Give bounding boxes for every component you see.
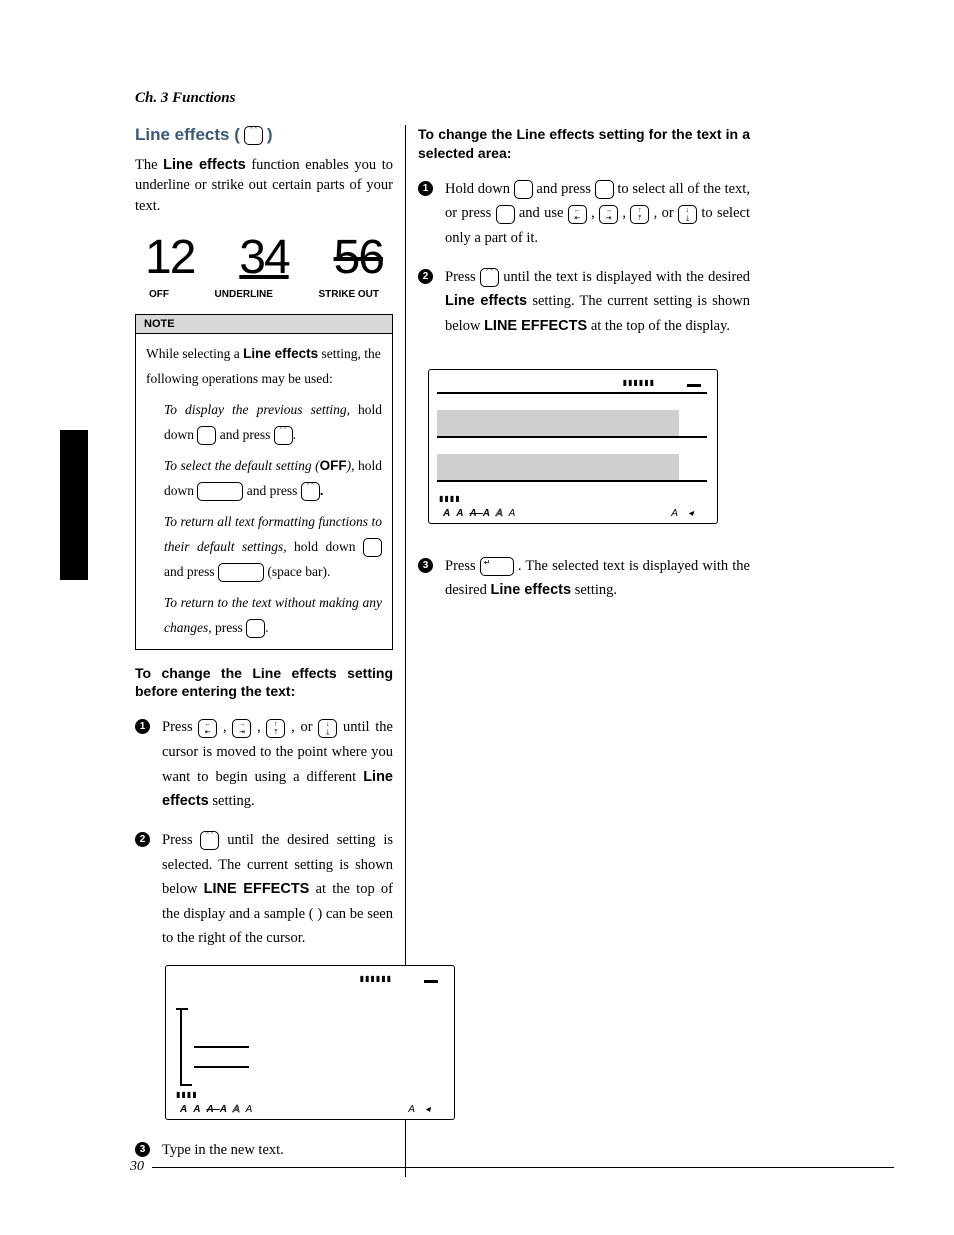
bracket-icon — [180, 1008, 192, 1086]
footer-rule — [152, 1167, 894, 1168]
battery-icon: ▮▮▮▮▮▮ — [623, 378, 655, 387]
chapter-header: Ch. 3 Functions — [60, 90, 894, 107]
note-body: While selecting a Line effects setting, … — [136, 334, 392, 649]
example-strikeout: 56 — [334, 230, 383, 285]
up-arrow-key-icon: ↑⤒ — [266, 719, 285, 738]
left-arrow-key-icon: ←⇤ — [568, 205, 587, 224]
blank-key-icon — [246, 619, 265, 638]
page-footer: 30 — [130, 1159, 894, 1175]
blank-key-icon — [197, 426, 216, 445]
left-step-1: 1 Press ←⇤ , →⇥ , ↑⤒ , or ↓⤓ until the c… — [135, 715, 393, 814]
left-column: Line effects ( ˆ ˆ ) The Line effects fu… — [60, 125, 405, 1177]
step-bullet-3: 3 — [135, 1142, 150, 1157]
spacebar-key-icon — [218, 563, 264, 582]
line-effects-key-icon: ˆ ˆ — [301, 482, 320, 501]
note-box: NOTE While selecting a Line effects sett… — [135, 314, 393, 650]
note-item-4: To return to the text without making any… — [146, 591, 382, 641]
line-effects-key-icon: ˆ ˆ — [200, 831, 219, 850]
blank-key-icon — [595, 180, 614, 199]
left-step-2: 2 Press ˆ ˆ until the desired setting is… — [135, 828, 393, 951]
blank-key-icon — [363, 538, 382, 557]
right-step-1: 1 Hold down and press to select all of t… — [418, 177, 750, 251]
enter-key-icon: ↵ — [480, 557, 514, 576]
note-item-2: To select the default setting (OFF), hol… — [146, 454, 382, 504]
step-bullet-1: 1 — [418, 181, 433, 196]
title-close: ) — [267, 125, 273, 145]
wide-key-icon — [197, 482, 243, 501]
line-effects-key-icon: ˆ ˆ — [480, 268, 499, 287]
example-numbers: 12 34 56 — [135, 230, 393, 285]
note-header: NOTE — [136, 315, 392, 334]
battery-icon: ▮▮▮▮▮▮ — [360, 974, 392, 983]
ticks-icon: ▮▮▮▮ — [176, 1090, 198, 1099]
label-underline: UNDERLINE — [215, 289, 273, 300]
intro-paragraph: The Line effects function enables you to… — [135, 155, 393, 216]
up-arrow-key-icon: ↑⤒ — [630, 205, 649, 224]
label-off: OFF — [149, 289, 169, 300]
left-arrow-key-icon: ←⇤ — [198, 719, 217, 738]
right-column: To change the Line effects setting for t… — [405, 125, 750, 1177]
subheading-before: To change the Line effects setting befor… — [135, 664, 393, 702]
ticks-icon: ▮▮▮▮ — [439, 494, 461, 503]
step-bullet-2: 2 — [135, 832, 150, 847]
example-labels: OFF UNDERLINE STRIKE OUT — [135, 289, 393, 300]
thumb-tab — [60, 430, 88, 580]
right-step-3: 3 Press ↵ . The selected text is display… — [418, 554, 750, 603]
blank-key-icon — [514, 180, 533, 199]
example-off: 12 — [145, 230, 194, 285]
lcd-status-row: AAAAAA A◂ — [443, 508, 703, 519]
title-text: Line effects ( — [135, 125, 240, 145]
line-effects-key-icon: ˆ ˆ — [274, 426, 293, 445]
right-step-2: 2 Press ˆ ˆ until the text is displayed … — [418, 265, 750, 339]
note-lead: While selecting a Line effects setting, … — [146, 342, 382, 392]
note-item-3: To return all text formatting functions … — [146, 510, 382, 585]
lcd-display-left: ▮▮▮▮▮▮ ▮▮▮▮ AAAAAA A◂ — [165, 965, 455, 1120]
label-strikeout: STRIKE OUT — [318, 289, 379, 300]
cursor-icon — [424, 980, 438, 983]
down-arrow-key-icon: ↓⤓ — [318, 719, 337, 738]
step-bullet-3: 3 — [418, 558, 433, 573]
right-arrow-key-icon: →⇥ — [232, 719, 251, 738]
step-bullet-1: 1 — [135, 719, 150, 734]
step-bullet-2: 2 — [418, 269, 433, 284]
lcd-status-row: AAAAAA A◂ — [180, 1104, 440, 1115]
note-item-1: To display the previous setting, hold do… — [146, 398, 382, 448]
lcd-display-right: ▮▮▮▮▮▮ ▮▮▮▮ AAAAAA A◂ — [428, 369, 718, 524]
blank-key-icon — [496, 205, 515, 224]
line-effects-key-icon: ˆ ˆ — [244, 126, 263, 145]
down-arrow-key-icon: ↓⤓ — [678, 205, 697, 224]
right-arrow-key-icon: →⇥ — [599, 205, 618, 224]
page-number: 30 — [130, 1159, 144, 1175]
subheading-selected: To change the Line effects setting for t… — [418, 125, 750, 163]
section-title: Line effects ( ˆ ˆ ) — [135, 125, 393, 145]
example-underline: 34 — [239, 230, 288, 285]
cursor-icon — [687, 384, 701, 387]
